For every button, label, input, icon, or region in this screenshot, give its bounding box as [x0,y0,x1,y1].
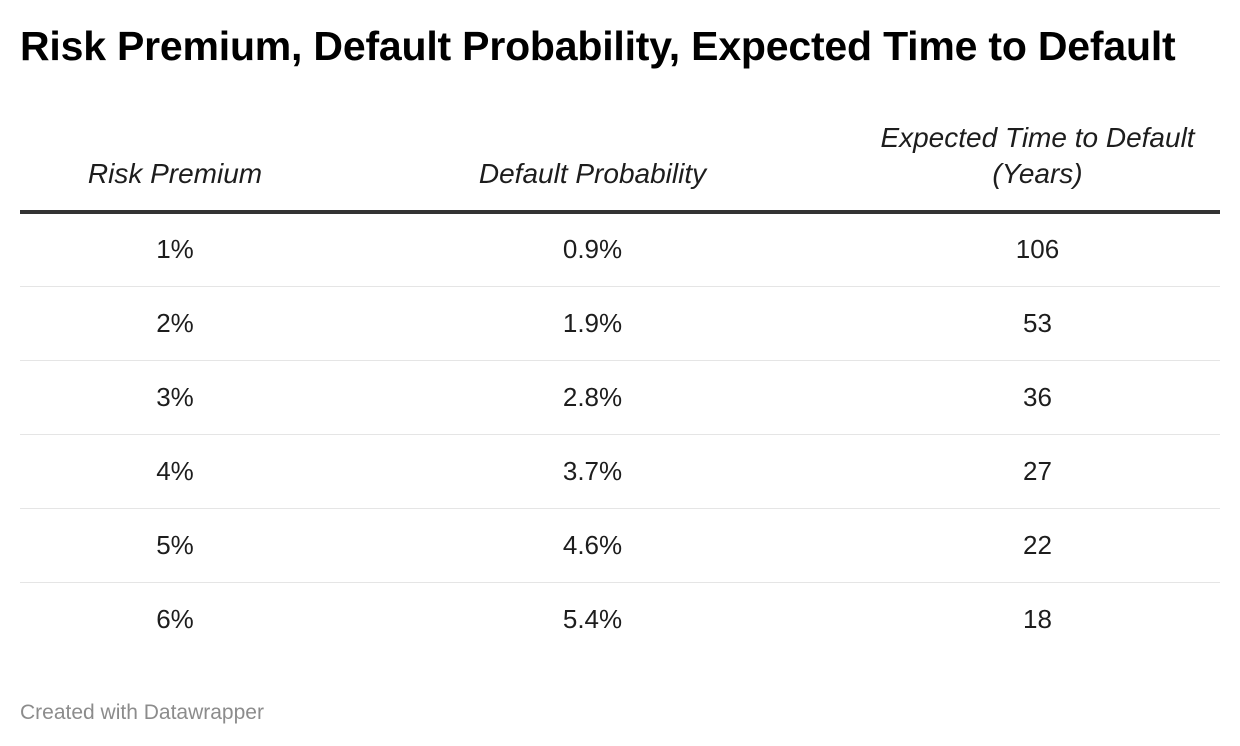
table-row: 6% 5.4% 18 [20,582,1220,656]
cell-risk-premium: 2% [20,286,330,361]
cell-expected-time: 106 [855,212,1220,287]
cell-expected-time: 18 [1023,603,1052,634]
table-row: 4% 3.7% 27 [20,434,1220,509]
cell-default-probability: 0.9% [330,212,855,287]
cell-default-probability: 5.4% [562,603,623,634]
cell-risk-premium: 4% [20,434,330,509]
table-row: 2% 1.9% 53 [20,286,1220,361]
column-header-label: Expected Time to Default (Years) [880,122,1195,189]
cell-expected-time: 27 [855,434,1220,509]
column-header-label: Risk Premium [87,158,263,189]
footer-credit: Created with Datawrapper [20,701,264,724]
chart-title: Risk Premium, Default Probability, Expec… [20,23,1176,69]
table-body: 1% 0.9% 106 2% 1.9% 53 3% 2.8% 36 4% 3.7% 27 5% 4.6% 2… [20,212,1220,656]
cell-risk-premium: 6% [156,603,194,634]
table-row: 5% 4.6% 22 [20,508,1220,583]
column-header-risk-premium: Risk Premium [20,118,330,214]
header-row: Risk Premium Default Probability Expecte… [20,118,1220,214]
table-header: Risk Premium Default Probability Expecte… [20,118,1220,214]
table-row: 3% 2.8% 36 [20,360,1220,435]
cell-expected-time: 53 [855,286,1220,361]
cell-risk-premium: 5% [20,508,330,583]
cell-default-probability: 4.6% [330,508,855,583]
column-header-expected-time: Expected Time to Default (Years) [855,118,1220,214]
cell-expected-time: 22 [855,508,1220,583]
data-table: Risk Premium Default Probability Expecte… [20,118,1220,656]
column-header-label: Default Probability [478,158,707,189]
cell-expected-time: 36 [855,360,1220,435]
cell-default-probability: 1.9% [330,286,855,361]
cell-default-probability: 3.7% [330,434,855,509]
cell-risk-premium: 3% [20,360,330,435]
cell-risk-premium: 1% [20,212,330,287]
cell-default-probability: 2.8% [330,360,855,435]
table-row: 1% 0.9% 106 [20,212,1220,287]
column-header-default-probability: Default Probability [330,118,855,214]
